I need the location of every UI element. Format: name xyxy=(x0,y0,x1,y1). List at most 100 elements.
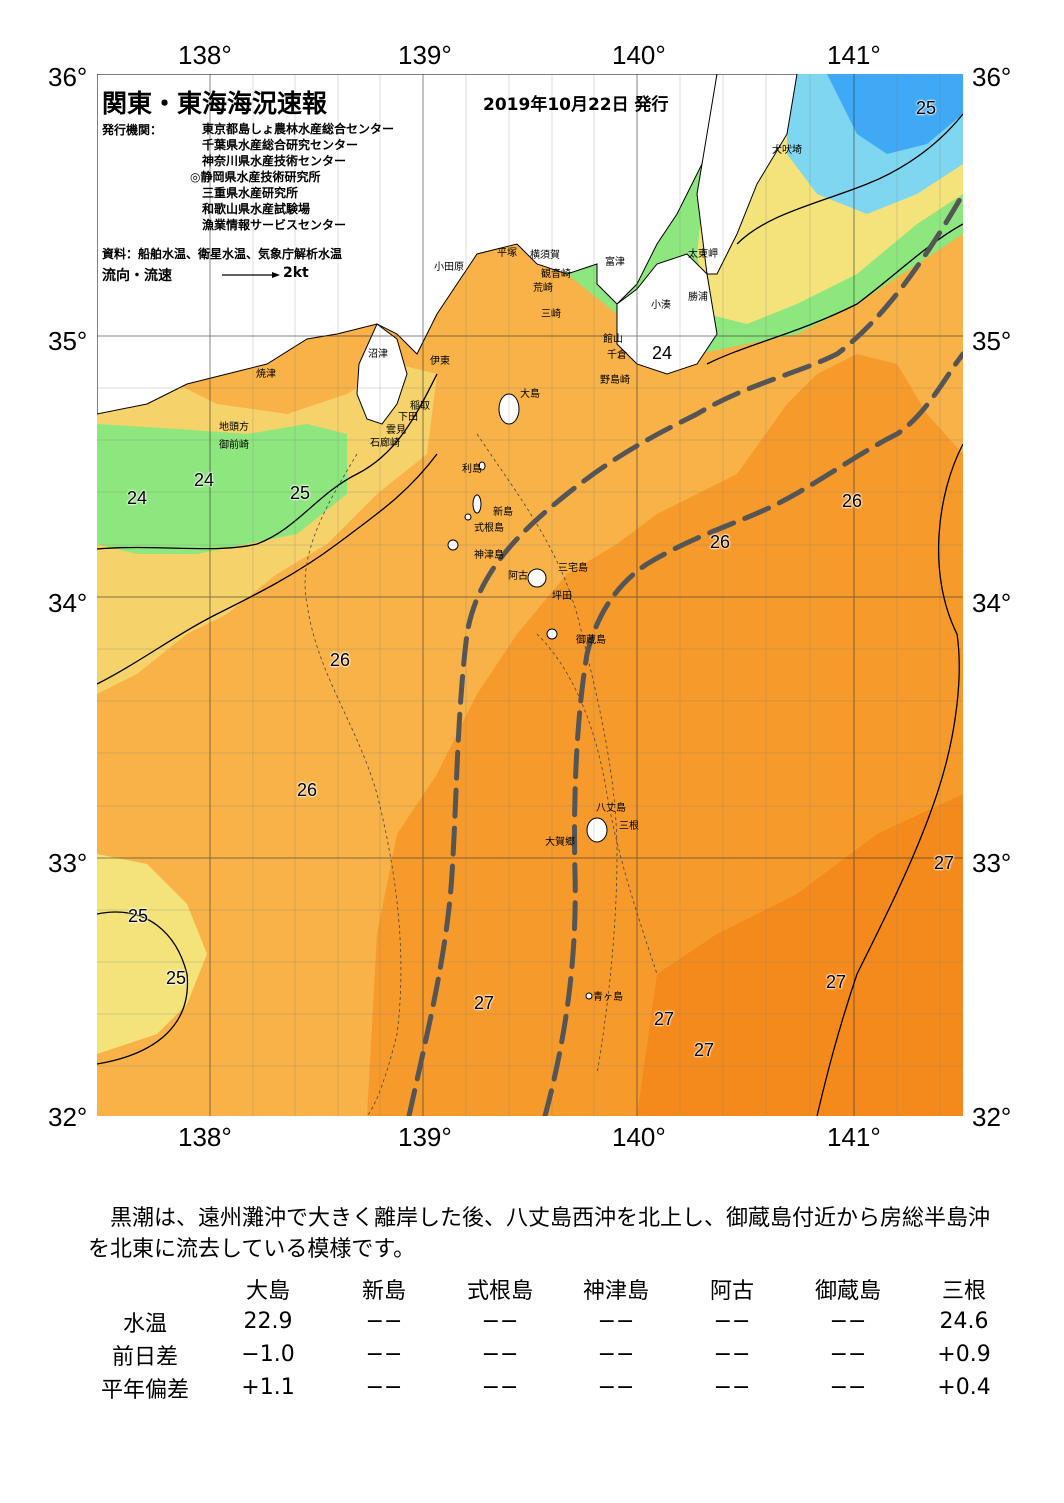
place-label: 阿古 xyxy=(508,571,528,582)
lat-label-32-left: 32° xyxy=(48,1102,88,1132)
table-cell: −− xyxy=(365,1375,403,1400)
temp-field-24-west xyxy=(97,424,347,554)
lon-label-139-bottom: 139° xyxy=(398,1122,452,1152)
table-cell: −− xyxy=(481,1375,519,1400)
issuer-5: 和歌山県水産試験場 xyxy=(202,202,311,216)
table-cell: −− xyxy=(829,1342,867,1367)
land-honshu xyxy=(97,74,718,415)
temp-field-25-southwest xyxy=(97,854,207,1054)
table-cell: −− xyxy=(597,1375,635,1400)
lat-label-36-left: 36° xyxy=(48,62,88,92)
water-temperature-table: 大島 新島 式根島 神津島 阿古 御蔵島 三根 水温 22.9 −− −− −−… xyxy=(80,1272,1022,1404)
place-label: 雲見 xyxy=(386,425,406,436)
table-cell: −− xyxy=(365,1342,403,1367)
issuer-0: 東京都島しょ農林水産総合センター xyxy=(202,122,395,136)
place-label: 大島 xyxy=(520,389,540,400)
place-label: 石廊崎 xyxy=(370,438,400,449)
lat-label-34-left: 34° xyxy=(48,588,88,618)
table-cell: −− xyxy=(481,1342,519,1367)
table-cell: 24.6 xyxy=(939,1309,989,1334)
issuer-2: 神奈川県水産技術センター xyxy=(202,154,347,168)
isotherm-label: 25 xyxy=(128,906,149,926)
issuers-label: 発行機関： xyxy=(102,123,163,137)
column-header: 阿古 xyxy=(709,1278,754,1304)
column-header: 大島 xyxy=(245,1278,290,1304)
lat-label-32-right: 32° xyxy=(972,1102,1012,1132)
lat-label-33-right: 33° xyxy=(972,848,1012,878)
table-cell: −− xyxy=(597,1342,635,1367)
table-cell: −− xyxy=(365,1309,403,1334)
sea-temperature-map xyxy=(97,74,963,1116)
column-header: 式根島 xyxy=(466,1278,533,1304)
isotherm-label: 24 xyxy=(194,470,215,490)
lon-label-138-bottom: 138° xyxy=(178,1122,232,1152)
island-aogashima xyxy=(585,992,593,1000)
data-sources: 資料：船舶水温、衛星水温、気象庁解析水温 xyxy=(102,247,343,261)
place-label: 三根 xyxy=(619,821,639,832)
isotherm-label: 26 xyxy=(297,780,318,800)
row-header: 前日差 xyxy=(111,1344,178,1370)
place-label: 富津 xyxy=(605,257,625,268)
table-cell: −− xyxy=(713,1342,751,1367)
place-label: 八丈島 xyxy=(596,803,626,814)
place-label: 館山 xyxy=(603,334,623,345)
place-label: 三宅島 xyxy=(558,563,588,574)
isotherm-label: 27 xyxy=(474,993,495,1013)
place-label: 三崎 xyxy=(541,309,561,320)
place-label: 下田 xyxy=(398,412,418,423)
lon-label-139-top: 139° xyxy=(398,40,452,70)
island-hachijojima xyxy=(586,817,608,843)
place-label: 犬吠埼 xyxy=(772,145,802,156)
temp-field-27-warm xyxy=(637,794,963,1116)
temp-field-22 xyxy=(827,74,963,154)
column-header: 神津島 xyxy=(582,1278,649,1304)
table-row: 平年偏差 +1.1 −− −− −− −− −− +0.4 xyxy=(80,1371,1022,1404)
land-boso-peninsula xyxy=(616,253,718,375)
place-label: 坪田 xyxy=(552,591,572,602)
flow-legend-label: 流向・流速 xyxy=(102,268,172,284)
isotherm-label: 27 xyxy=(934,853,955,873)
lon-label-140-bottom: 140° xyxy=(612,1122,666,1152)
issuers-list: 東京都島しょ農林水産総合センター 千葉県水産総合研究センター 神奈川県水産技術セ… xyxy=(190,121,394,233)
isotherm-label: 27 xyxy=(694,1040,715,1060)
place-label: 観音崎 xyxy=(541,269,571,280)
kuroshio-axis-east xyxy=(542,351,963,1116)
table-header-row: 大島 新島 式根島 神津島 阿古 御蔵島 三根 xyxy=(80,1272,1022,1305)
place-label: 神津島 xyxy=(474,550,504,561)
place-label: 式根島 xyxy=(474,523,504,534)
table-cell: +0.9 xyxy=(937,1342,991,1367)
lat-label-36-right: 36° xyxy=(972,62,1012,92)
place-label: 小田原 xyxy=(434,262,464,273)
table-cell: −1.0 xyxy=(241,1342,295,1367)
place-label: 青ヶ島 xyxy=(593,992,623,1003)
column-header: 三根 xyxy=(941,1278,986,1304)
map-svg xyxy=(97,74,963,1116)
issuer-1: 千葉県水産総合研究センター xyxy=(202,138,359,152)
island-niijima xyxy=(472,494,482,514)
isotherm-label: 26 xyxy=(842,491,863,511)
isotherm-label: 25 xyxy=(916,98,937,118)
lon-label-140-top: 140° xyxy=(612,40,666,70)
kuroshio-axes xyxy=(406,191,963,1116)
land-izu-peninsula xyxy=(356,323,408,425)
flow-legend-unit: 2kt xyxy=(283,265,309,281)
kuroshio-description: 黒潮は、遠州灘沖で大きく離岸した後、八丈島西沖を北上し、御蔵島付近から房総半島沖… xyxy=(88,1206,991,1262)
lon-label-138-top: 138° xyxy=(178,40,232,70)
island-miyakejima xyxy=(527,568,547,588)
isotherm-label: 26 xyxy=(330,650,351,670)
lon-label-141-bottom: 141° xyxy=(827,1122,881,1152)
row-header: 水温 xyxy=(122,1311,167,1337)
lat-label-35-left: 35° xyxy=(48,326,88,356)
issue-date: 2019年10月22日 発行 xyxy=(483,95,669,115)
place-label: 稲取 xyxy=(410,401,430,412)
fine-graticule xyxy=(97,74,963,1116)
place-label: 利島 xyxy=(462,464,482,475)
place-label: 小湊 xyxy=(651,300,671,311)
isotherm-label: 27 xyxy=(826,972,847,992)
table-cell: −− xyxy=(597,1309,635,1334)
depth-contours xyxy=(304,433,658,1116)
place-label: 焼津 xyxy=(256,369,276,380)
place-label: 千倉 xyxy=(607,350,627,361)
map-title: 関東・東海海況速報 xyxy=(102,89,328,118)
isotherm-label: 25 xyxy=(290,483,311,503)
